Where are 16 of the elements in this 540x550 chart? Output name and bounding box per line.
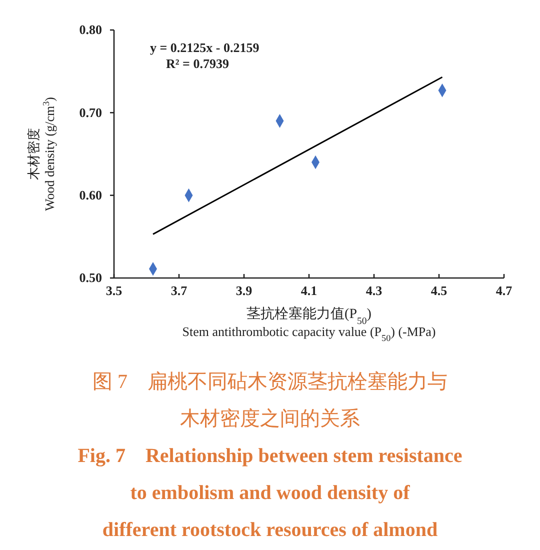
y-tick-label: 0.50 xyxy=(79,270,102,286)
x-tick-label: 4.3 xyxy=(366,283,383,298)
annotation: R² = 0.7939 xyxy=(166,56,230,71)
text: Fig. 7 Relationship between stem resistance to embolism and wood density of different rootstock resources of almond xyxy=(78,445,462,541)
x-tick-label: 4.7 xyxy=(496,283,513,298)
x-axis-title: 茎抗栓塞能力值(P$_{50}$) Stem antithrombotic capacity value (P$_{50}$) (-MPa) xyxy=(182,306,436,343)
y-tick-label: 0.80 xyxy=(79,22,102,38)
text: 图 7 扁桃不同砧木资源茎抗栓塞能力与木材密度之间的关系 xyxy=(92,370,448,430)
x-tick-label: 4.1 xyxy=(300,283,318,298)
annotation: y = 0.2125x - 0.2159 xyxy=(150,40,260,55)
x-tick-label: 3.7 xyxy=(170,283,188,298)
y-tick-label: 0.60 xyxy=(79,187,102,202)
y-tick-label: 0.70 xyxy=(79,104,102,120)
x-tick-label: 4.5 xyxy=(430,283,448,298)
x-tick-label: 3.5 xyxy=(106,283,123,298)
x-tick-label: 3.9 xyxy=(236,283,253,298)
